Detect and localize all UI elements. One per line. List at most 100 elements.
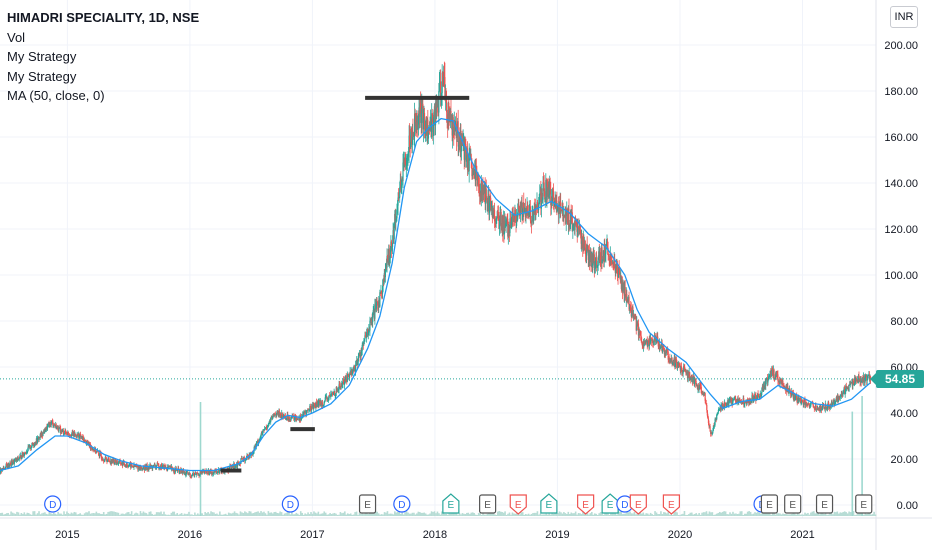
earnings-event-icon[interactable]: E <box>662 494 680 515</box>
event-label: E <box>484 500 491 511</box>
volume-bar <box>7 512 9 516</box>
volume-bar <box>423 512 426 516</box>
candle-body <box>737 398 739 403</box>
candle-body <box>208 470 211 475</box>
candle-body <box>556 208 558 212</box>
dividend-event-icon[interactable]: D <box>616 495 634 513</box>
candle-body <box>397 197 399 206</box>
earnings-event-icon[interactable]: E <box>629 494 647 515</box>
volume-bar <box>814 513 817 516</box>
legend-indicator-strategy-2[interactable]: My Strategy <box>7 68 77 84</box>
dividend-event-icon[interactable]: D <box>393 495 411 513</box>
volume-bar <box>370 511 373 516</box>
candle-body <box>409 135 411 146</box>
candle-body <box>58 427 60 432</box>
volume-bar <box>521 512 524 516</box>
event-label: E <box>448 500 455 511</box>
volume-bar <box>251 513 254 516</box>
x-tick-label: 2016 <box>178 529 202 541</box>
candle-body <box>434 102 437 126</box>
candle-body <box>190 476 192 478</box>
earnings-event-icon[interactable]: E <box>442 493 460 514</box>
candle-body <box>295 417 297 420</box>
volume-bar <box>682 513 684 516</box>
candle-body <box>105 458 108 461</box>
volume-bar <box>301 512 303 516</box>
volume-bar <box>136 513 139 516</box>
volume-bar <box>411 512 414 516</box>
volume-bar <box>785 514 787 516</box>
candle-body <box>577 226 579 237</box>
currency-badge[interactable]: INR <box>890 6 918 28</box>
candle-body <box>504 220 506 227</box>
volume-bar <box>360 513 362 516</box>
volume-bar <box>839 512 842 516</box>
volume-bar <box>715 513 718 516</box>
volume-bar <box>379 514 381 516</box>
earnings-event-icon[interactable]: E <box>784 494 802 514</box>
volume-bar <box>354 512 356 516</box>
volume-bar <box>310 512 312 516</box>
volume-bar <box>399 513 402 516</box>
legend-indicator-strategy-1[interactable]: My Strategy <box>7 49 77 64</box>
earnings-event-icon[interactable]: E <box>815 494 834 514</box>
volume-bar <box>770 514 772 516</box>
volume-bar <box>138 514 140 516</box>
earnings-event-icon[interactable]: E <box>601 493 619 514</box>
volume-bar <box>805 513 808 516</box>
candle-body <box>323 401 325 405</box>
volume-bar <box>232 512 234 516</box>
legend-indicator-volume[interactable]: Vol <box>7 29 26 45</box>
dividend-event-icon[interactable]: D <box>44 495 62 513</box>
earnings-event-icon[interactable]: E <box>760 494 779 514</box>
candle-body <box>846 387 848 389</box>
earnings-event-icon[interactable]: E <box>540 493 558 514</box>
volume-bar <box>246 513 249 516</box>
volume-bar <box>488 513 490 516</box>
dividend-marker-shape <box>393 495 411 513</box>
volume-bar <box>835 512 837 516</box>
candle-body <box>335 393 337 395</box>
volume-bar <box>158 512 161 516</box>
volume-bar <box>407 512 409 516</box>
legend-indicator-ma[interactable]: MA (50, close, 0) <box>7 88 105 103</box>
candle-body <box>115 459 117 463</box>
volume-bar <box>601 513 603 516</box>
earnings-event-icon[interactable]: E <box>509 494 527 515</box>
candle-body <box>861 380 863 383</box>
earnings-event-icon[interactable]: E <box>855 494 873 514</box>
earnings-event-icon[interactable]: E <box>577 494 595 515</box>
volume-bar <box>798 514 800 516</box>
candle-body <box>264 428 266 431</box>
candle-body <box>546 182 549 185</box>
volume-bar <box>58 513 61 516</box>
volume-bar <box>26 512 29 516</box>
volume-bar <box>541 514 543 516</box>
volume-bar <box>402 514 405 516</box>
earnings-event-icon[interactable]: E <box>479 494 497 514</box>
candle-body <box>399 187 401 198</box>
candle-body <box>779 379 781 385</box>
volume-bar <box>120 513 123 516</box>
volume-bar <box>761 511 764 516</box>
volume-bar <box>13 513 15 516</box>
candle-body <box>347 374 350 377</box>
symbol-title[interactable]: HIMADRI SPECIALITY, 1D, NSE <box>7 10 200 25</box>
candle-body <box>534 206 536 208</box>
earnings-event-icon[interactable]: E <box>358 494 377 514</box>
candle-body <box>612 261 614 265</box>
volume-bar <box>332 513 334 516</box>
candle-body <box>395 218 398 220</box>
volume-bar <box>630 513 633 516</box>
dividend-event-icon[interactable]: D <box>281 495 299 513</box>
volume-bar <box>413 512 415 516</box>
volume-bar <box>502 512 505 516</box>
candle-body <box>114 462 116 464</box>
candle-body <box>3 467 6 469</box>
candle-body <box>119 460 121 464</box>
volume-bar <box>868 511 871 516</box>
volume-bar <box>160 511 162 516</box>
volume-bar <box>743 513 746 516</box>
